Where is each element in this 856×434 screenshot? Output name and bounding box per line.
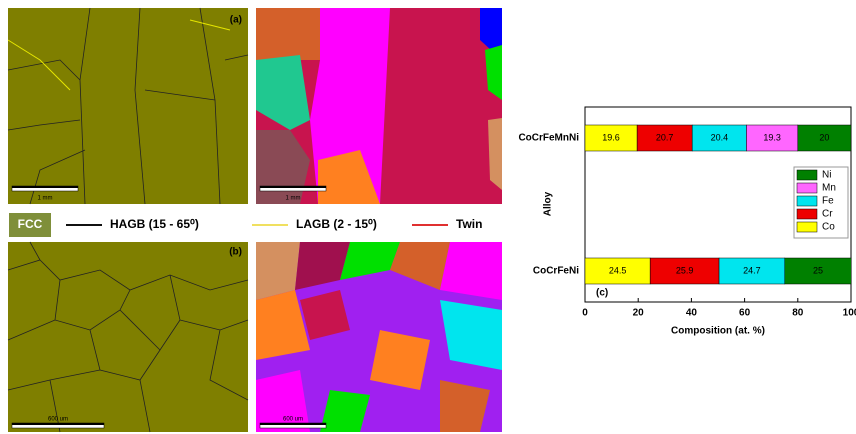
value-label: 24.7 xyxy=(743,265,761,275)
value-label: 19.3 xyxy=(763,132,781,142)
value-label: 19.6 xyxy=(602,132,620,142)
bar-segment xyxy=(691,124,747,152)
fcc-swatch xyxy=(9,213,51,237)
bar-segment xyxy=(784,257,852,285)
panel-label: (c) xyxy=(596,288,608,299)
x-tick-label: 80 xyxy=(792,308,804,319)
y-tick-label: CoCrFeMnNi xyxy=(518,133,579,144)
legend-label: Twin xyxy=(456,217,482,231)
bar-segment xyxy=(636,124,693,152)
value-label: 20.7 xyxy=(656,132,674,142)
legend-label: Co xyxy=(822,222,835,233)
legend-label: LAGB (2 - 15⁰) xyxy=(296,217,377,231)
legend-swatch xyxy=(796,208,818,220)
x-tick-label: 40 xyxy=(686,308,698,319)
x-tick-label: 0 xyxy=(582,308,588,319)
scale-bar-label: 600 um xyxy=(48,417,68,423)
bar-segment xyxy=(584,124,638,152)
bar-segment xyxy=(746,124,799,152)
bar-segment xyxy=(718,257,786,285)
micrograph-a-boundary xyxy=(7,7,249,205)
legend-label: Ni xyxy=(822,170,831,181)
micrograph-b-orientation xyxy=(256,242,502,432)
y-axis-label: Alloy xyxy=(543,191,554,216)
micrograph-a-orientation xyxy=(256,8,502,204)
scale-bar-label: 1 mm xyxy=(38,196,53,202)
y-tick-label: CoCrFeNi xyxy=(533,266,579,277)
legend-swatch xyxy=(796,182,818,194)
panel-label: (a) xyxy=(230,15,242,26)
legend-label: Fe xyxy=(822,196,834,207)
legend-swatch xyxy=(796,195,818,207)
legend-swatch xyxy=(796,221,818,233)
bar-segment xyxy=(584,257,651,285)
scale-bar-label: 1 mm xyxy=(286,196,301,202)
legend-label: HAGB (15 - 65⁰) xyxy=(110,217,199,231)
value-label: 20.4 xyxy=(711,132,729,142)
micrograph-b-boundary xyxy=(7,241,249,433)
chart: (c) Composition (at. %) Alloy xyxy=(543,106,852,337)
legend-label: Cr xyxy=(822,209,833,220)
value-label: 25.9 xyxy=(676,265,694,275)
x-axis-label: Composition (at. %) xyxy=(671,326,765,337)
scale-bar-label: 600 um xyxy=(283,417,303,423)
x-tick-label: 100 xyxy=(843,308,856,319)
value-label: 25 xyxy=(813,265,823,275)
plot-frame xyxy=(584,106,852,303)
bar-segment xyxy=(649,257,720,285)
legend-label: FCC xyxy=(18,217,43,231)
value-label: 20 xyxy=(819,132,829,142)
value-label: 24.5 xyxy=(609,265,627,275)
panel-label: (b) xyxy=(229,247,242,258)
x-tick-label: 60 xyxy=(739,308,751,319)
legend-label: Mn xyxy=(822,183,836,194)
x-tick-label: 20 xyxy=(633,308,645,319)
bar-segment xyxy=(797,124,852,152)
legend-swatch xyxy=(796,169,818,181)
